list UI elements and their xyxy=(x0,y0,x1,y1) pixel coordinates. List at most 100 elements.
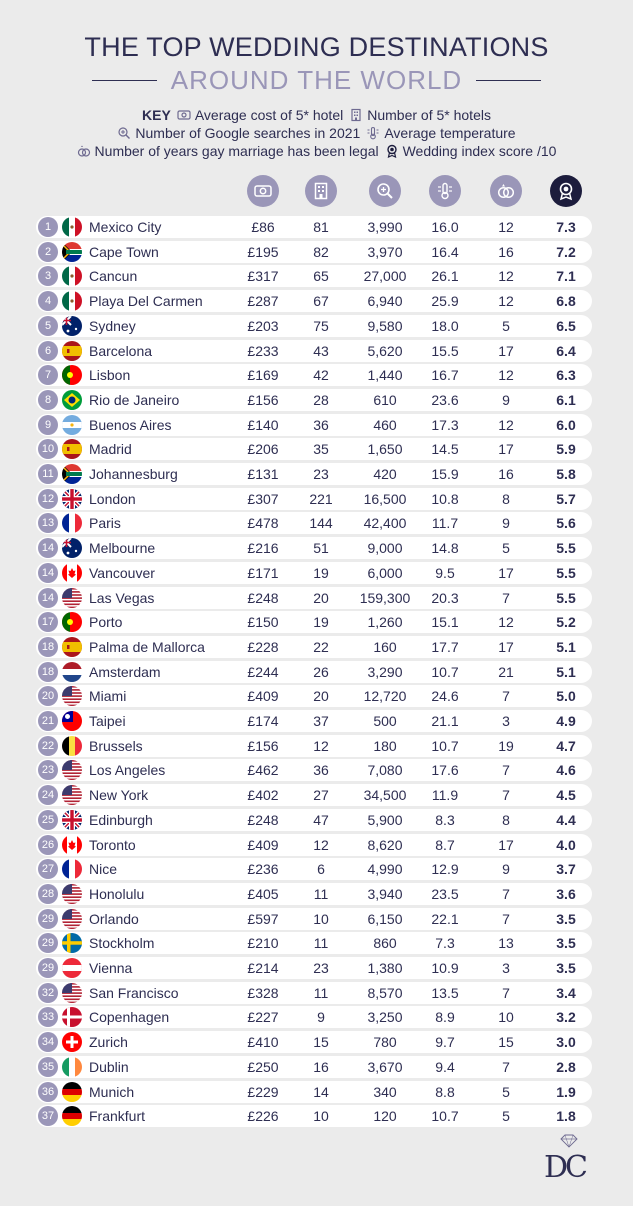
hotel-building-icon xyxy=(314,182,328,200)
cell-temp: 24.6 xyxy=(431,688,459,705)
cell-cost: £206 xyxy=(247,441,279,458)
cell-cost: £156 xyxy=(247,737,279,754)
cell-hotels: 81 xyxy=(313,219,329,235)
cell-score: 5.9 xyxy=(556,441,576,458)
cell-score: 4.5 xyxy=(556,787,576,804)
cell-temp: 20.3 xyxy=(431,589,459,606)
rank-badge: 5 xyxy=(38,315,58,336)
cell-searches: 1,260 xyxy=(367,614,403,631)
city-name: New York xyxy=(89,787,149,804)
flag-spain-icon xyxy=(62,439,82,460)
svg-text:C: C xyxy=(565,1150,588,1183)
cell-cost: £216 xyxy=(247,540,279,557)
cell-temp: 11.7 xyxy=(431,515,459,532)
cell-hotels: 16 xyxy=(313,1058,329,1075)
cell-hotels: 11 xyxy=(313,935,329,952)
table-row: 8 Rio de Janeiro £156 28 610 23.6 9 6.1 xyxy=(36,388,592,411)
cell-hotels: 75 xyxy=(313,317,329,334)
cell-searches: 9,580 xyxy=(367,317,403,334)
key-legend: KEY Average cost of 5* hotel Number of 5… xyxy=(0,106,633,160)
cell-cost: £140 xyxy=(247,416,279,433)
cell-cost: £228 xyxy=(247,638,279,655)
flag-canada-icon xyxy=(62,834,82,855)
cell-searches: 860 xyxy=(373,935,397,952)
flag-usa-icon xyxy=(62,908,82,929)
flag-usa-icon xyxy=(62,587,82,608)
cell-temp: 9.7 xyxy=(435,1034,455,1051)
cell-score: 6.0 xyxy=(556,416,576,433)
flag-usa-icon xyxy=(62,785,82,806)
cell-years: 9 xyxy=(502,391,510,408)
cell-searches: 3,990 xyxy=(367,219,403,235)
cell-searches: 460 xyxy=(373,416,397,433)
cell-hotels: 35 xyxy=(313,441,329,458)
cell-temp: 23.5 xyxy=(431,885,459,902)
cell-temp: 15.5 xyxy=(431,342,459,359)
table-row: 37 Frankfurt £226 10 120 10.7 5 1.8 xyxy=(36,1105,592,1128)
column-header-icons xyxy=(0,175,633,207)
city-name: London xyxy=(89,490,136,507)
city-name: Paris xyxy=(89,515,121,532)
cell-searches: 160 xyxy=(373,638,397,655)
cell-hotels: 23 xyxy=(313,960,329,976)
rank-badge: 28 xyxy=(38,883,58,904)
cell-years: 7 xyxy=(502,688,510,705)
cell-searches: 6,150 xyxy=(367,910,403,927)
flag-austria-icon xyxy=(62,958,82,978)
cell-hotels: 28 xyxy=(313,391,329,408)
cell-searches: 8,620 xyxy=(367,836,403,853)
cell-years: 15 xyxy=(498,1034,514,1051)
svg-text:D: D xyxy=(544,1150,568,1183)
cell-searches: 780 xyxy=(373,1034,397,1051)
flag-france-icon xyxy=(62,513,82,534)
cell-hotels: 19 xyxy=(313,564,329,581)
rank-badge: 18 xyxy=(38,636,58,657)
rank-badge: 3 xyxy=(38,266,58,287)
cell-hotels: 22 xyxy=(313,638,329,655)
rank-badge: 2 xyxy=(38,241,58,262)
cell-temp: 17.3 xyxy=(431,416,459,433)
column-searches-header xyxy=(369,175,401,207)
city-name: Johannesburg xyxy=(89,466,178,482)
cell-hotels: 82 xyxy=(313,243,329,260)
city-name: Honolulu xyxy=(89,885,145,902)
cell-score: 1.8 xyxy=(556,1108,576,1125)
cell-score: 6.5 xyxy=(556,317,576,334)
cell-hotels: 27 xyxy=(313,787,329,804)
rank-badge: 8 xyxy=(38,389,58,410)
rank-badge: 20 xyxy=(38,686,58,707)
flag-argentina-icon xyxy=(62,414,82,435)
table-row: 29 Orlando £597 10 6,150 22.1 7 3.5 xyxy=(36,907,592,930)
cell-score: 4.0 xyxy=(556,836,576,853)
award-icon xyxy=(559,182,573,201)
column-temp-header xyxy=(429,175,461,207)
table-row: 18 Amsterdam £244 26 3,290 10.7 21 5.1 xyxy=(36,660,592,683)
cell-score: 3.6 xyxy=(556,885,576,902)
city-name: Barcelona xyxy=(89,342,153,359)
cell-score: 4.6 xyxy=(556,762,576,779)
cell-cost: £405 xyxy=(247,885,279,902)
cell-hotels: 11 xyxy=(313,984,329,1001)
cell-hotels: 43 xyxy=(313,342,329,359)
cell-years: 7 xyxy=(502,910,510,927)
cell-cost: £171 xyxy=(247,564,279,581)
table-row: 11 Johannesburg £131 23 420 15.9 16 5.8 xyxy=(36,463,592,485)
cell-temp: 17.6 xyxy=(431,762,459,779)
cell-temp: 8.7 xyxy=(435,836,455,853)
cell-temp: 9.5 xyxy=(435,564,455,581)
cell-years: 7 xyxy=(502,885,510,902)
cell-score: 4.7 xyxy=(556,737,576,754)
cell-hotels: 36 xyxy=(313,416,329,433)
table-row: 28 Honolulu £405 11 3,940 23.5 7 3.6 xyxy=(36,882,592,905)
flag-denmark-icon xyxy=(62,1007,82,1028)
cell-searches: 8,570 xyxy=(367,984,403,1001)
city-name: Playa Del Carmen xyxy=(89,293,203,310)
rank-badge: 35 xyxy=(38,1056,58,1077)
cell-searches: 3,290 xyxy=(367,663,403,680)
cell-cost: £210 xyxy=(247,935,279,952)
cell-cost: £227 xyxy=(247,1009,279,1026)
title-left-rule xyxy=(91,79,157,81)
cell-score: 3.5 xyxy=(556,935,576,952)
key-text-cost: Average cost of 5* hotel xyxy=(194,107,344,123)
table-row: 26 Toronto £409 12 8,620 8.7 17 4.0 xyxy=(36,833,592,856)
